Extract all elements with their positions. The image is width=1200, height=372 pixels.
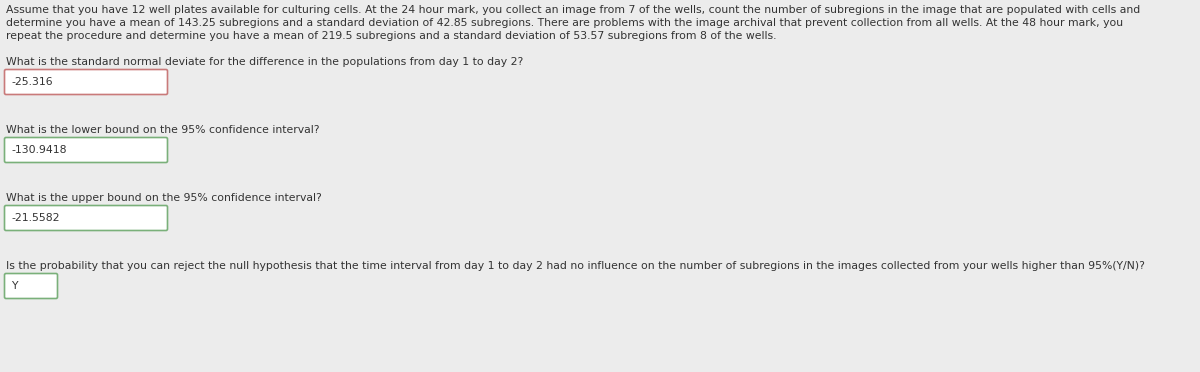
FancyBboxPatch shape xyxy=(5,70,168,94)
FancyBboxPatch shape xyxy=(5,205,168,231)
Text: repeat the procedure and determine you have a mean of 219.5 subregions and a sta: repeat the procedure and determine you h… xyxy=(6,31,776,41)
Text: What is the lower bound on the 95% confidence interval?: What is the lower bound on the 95% confi… xyxy=(6,125,319,135)
Text: What is the upper bound on the 95% confidence interval?: What is the upper bound on the 95% confi… xyxy=(6,193,322,203)
Text: Assume that you have 12 well plates available for culturing cells. At the 24 hou: Assume that you have 12 well plates avai… xyxy=(6,5,1140,15)
FancyBboxPatch shape xyxy=(5,273,58,298)
Text: Y: Y xyxy=(11,281,18,291)
Text: -130.9418: -130.9418 xyxy=(11,145,66,155)
FancyBboxPatch shape xyxy=(5,138,168,163)
Text: -25.316: -25.316 xyxy=(11,77,53,87)
Text: What is the standard normal deviate for the difference in the populations from d: What is the standard normal deviate for … xyxy=(6,57,523,67)
Text: Is the probability that you can reject the null hypothesis that the time interva: Is the probability that you can reject t… xyxy=(6,261,1145,271)
Text: -21.5582: -21.5582 xyxy=(11,213,60,223)
Text: determine you have a mean of 143.25 subregions and a standard deviation of 42.85: determine you have a mean of 143.25 subr… xyxy=(6,18,1123,28)
